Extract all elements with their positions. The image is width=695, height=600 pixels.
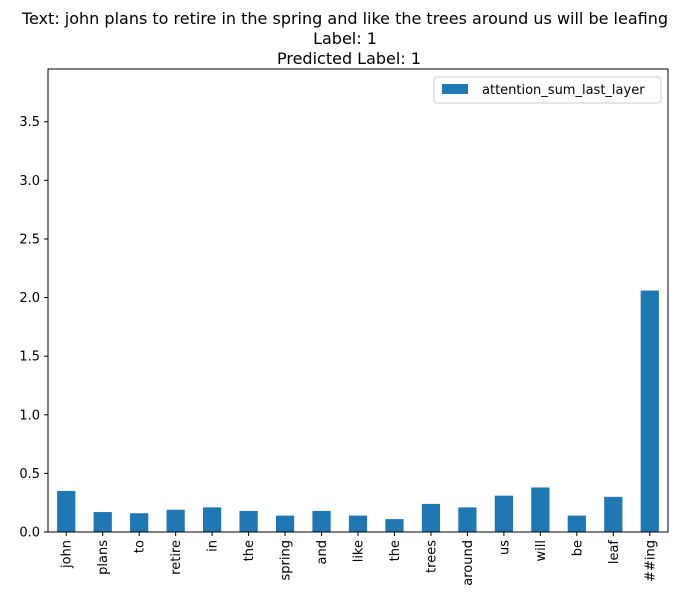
title-line-label: Label: 1 — [313, 29, 377, 48]
x-tick-label: to — [133, 540, 148, 553]
bar-like-8 — [348, 515, 368, 532]
bar-will-13 — [531, 487, 550, 532]
x-tick-label: the — [242, 540, 257, 561]
y-tick-label: 1.0 — [19, 408, 40, 423]
x-tick-label: us — [497, 540, 512, 555]
y-tick-label: 1.5 — [19, 350, 40, 365]
chart-title: Text: john plans to retire in the spring… — [21, 9, 668, 68]
x-tick-label: plans — [96, 540, 111, 575]
y-axis-ticks: 0.0 0.5 1.0 1.5 2.0 2.5 3.0 3.5 — [19, 115, 48, 541]
bar-us-12 — [494, 495, 513, 532]
x-tick-label: leaf — [607, 540, 622, 565]
y-tick-label: 3.0 — [19, 174, 40, 189]
bar-in-4 — [203, 507, 222, 532]
x-tick-label: will — [534, 540, 549, 561]
y-tick-label: 3.5 — [19, 115, 40, 130]
bar-trees-10 — [421, 503, 441, 532]
bar-ing-16 — [640, 290, 659, 532]
bars — [57, 290, 659, 532]
x-tick-label: retire — [169, 540, 184, 575]
bar-the-9 — [385, 519, 404, 532]
legend: attention_sum_last_layer — [433, 76, 662, 104]
x-tick-label: be — [570, 540, 585, 556]
bar-be-14 — [567, 515, 586, 532]
x-tick-label: john — [60, 540, 75, 569]
bar-the-5 — [239, 510, 258, 532]
legend-swatch — [442, 84, 468, 94]
bar-john-0 — [57, 490, 76, 532]
bar-to-2 — [130, 513, 149, 532]
y-tick-label: 2.5 — [19, 232, 40, 247]
x-tick-label: around — [461, 540, 476, 586]
title-line-text: Text: john plans to retire in the spring… — [21, 9, 668, 28]
legend-label: attention_sum_last_layer — [482, 83, 645, 98]
bar-spring-6 — [275, 515, 295, 532]
bar-plans-1 — [93, 512, 112, 532]
x-tick-label: like — [352, 540, 367, 562]
y-tick-label: 0.5 — [19, 467, 40, 482]
x-tick-label: spring — [279, 540, 294, 580]
y-tick-label: 0.0 — [19, 526, 40, 541]
x-tick-label: and — [315, 540, 330, 564]
bar-around-11 — [458, 507, 477, 532]
y-tick-label: 2.0 — [19, 291, 40, 306]
title-line-predicted: Predicted Label: 1 — [277, 49, 421, 68]
x-tick-label: in — [206, 540, 221, 552]
bar-leaf-15 — [604, 496, 623, 532]
legend-box — [433, 76, 662, 104]
x-tick-label: the — [388, 540, 403, 561]
bar-retire-3 — [166, 509, 185, 532]
axes-frame — [47, 68, 669, 533]
x-tick-label: trees — [424, 540, 439, 573]
x-axis-ticks: john plans to retire in the spring and like the tr… — [60, 532, 658, 586]
x-tick-label: ##ing — [643, 540, 658, 582]
bar-and-7 — [312, 510, 331, 532]
